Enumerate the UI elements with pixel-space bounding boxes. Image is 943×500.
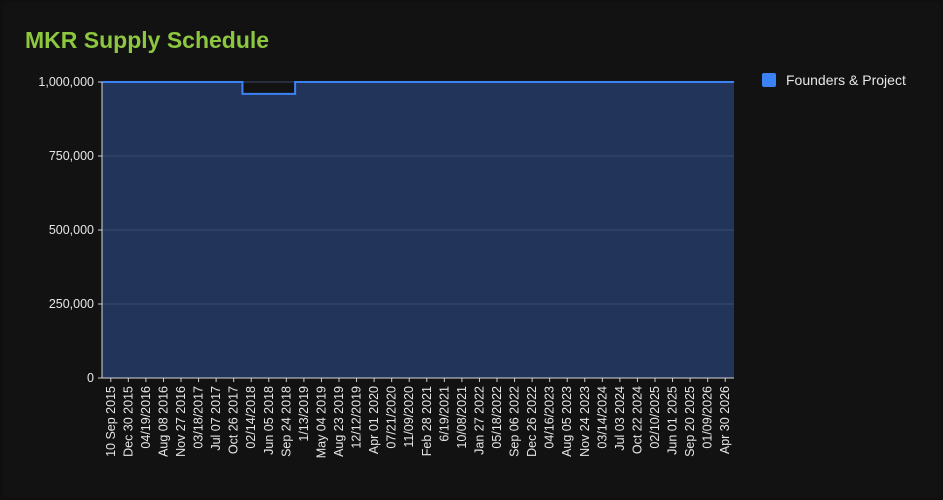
y-tick-label: 1,000,000 <box>38 75 94 89</box>
x-tick-label: Oct 26 2017 <box>227 386 241 454</box>
x-tick-label: 02/14/2018 <box>244 386 258 449</box>
x-tick-label: 1/13/2019 <box>297 386 311 442</box>
area-gap <box>102 82 734 94</box>
x-tick-label: 03/18/2017 <box>192 386 206 449</box>
x-tick-label: Sep 20 2025 <box>683 386 697 457</box>
y-tick-label: 0 <box>87 371 94 385</box>
x-tick-label: 11/09/2020 <box>402 386 416 448</box>
x-tick-label: 10/08/2021 <box>455 386 469 449</box>
chart-title: MKR Supply Schedule <box>25 27 270 53</box>
x-tick-label: Aug 05 2023 <box>560 386 574 457</box>
y-tick-label: 250,000 <box>49 297 94 311</box>
x-tick-label: Aug 08 2016 <box>156 386 170 457</box>
x-tick-label: Jul 03 2024 <box>613 386 627 451</box>
x-tick-label: Oct 22 2024 <box>630 386 644 454</box>
x-tick-label: Apr 30 2026 <box>718 386 732 454</box>
x-tick-label: 6/19/2021 <box>437 386 451 442</box>
x-tick-label: 07/21/2020 <box>385 386 399 449</box>
x-tick-label: 03/14/2024 <box>595 386 609 449</box>
x-tick-label: Feb 28 2021 <box>420 386 434 456</box>
legend-swatch <box>762 73 776 87</box>
x-tick-label: 05/18/2022 <box>490 386 504 449</box>
x-tick-label: Dec 30 2015 <box>121 386 135 457</box>
x-tick-label: 12/12/2019 <box>350 386 364 449</box>
x-tick-label: Dec 26 2022 <box>525 386 539 457</box>
legend[interactable]: Founders & Project <box>762 72 906 88</box>
x-tick-label: 02/10/2025 <box>648 386 662 449</box>
x-tick-label: Jan 27 2022 <box>472 386 486 455</box>
x-tick-label: Sep 24 2018 <box>279 386 293 457</box>
x-tick-label: 04/16/2023 <box>543 386 557 449</box>
x-tick-label: 10 Sep 2015 <box>104 386 118 457</box>
legend-label: Founders & Project <box>786 72 906 88</box>
x-tick-label: May 04 2019 <box>314 386 328 458</box>
x-tick-label: Nov 27 2016 <box>174 386 188 457</box>
y-tick-label: 750,000 <box>49 149 94 163</box>
x-tick-label: Jun 05 2018 <box>262 386 276 455</box>
x-tick-label: Sep 06 2022 <box>508 386 522 457</box>
x-tick-label: Jun 01 2025 <box>666 386 680 455</box>
x-tick-label: Aug 23 2019 <box>332 386 346 457</box>
x-tick-label: Nov 24 2023 <box>578 386 592 457</box>
series-line-founders-project <box>102 81 734 95</box>
x-tick-label: Jul 07 2017 <box>209 386 223 451</box>
x-tick-label: 04/19/2016 <box>139 386 153 449</box>
x-tick-label: Apr 01 2020 <box>367 386 381 454</box>
y-tick-label: 500,000 <box>49 223 94 237</box>
x-tick-label: 01/09/2026 <box>701 386 715 449</box>
